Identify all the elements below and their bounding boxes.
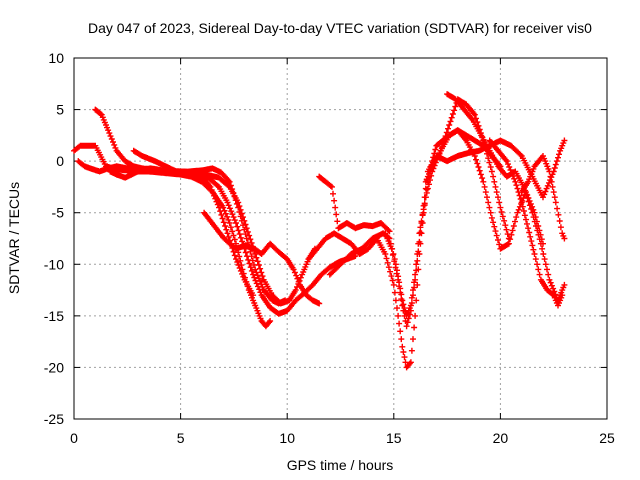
plus-markers bbox=[130, 147, 257, 299]
x-tick-label: 0 bbox=[70, 430, 78, 446]
series-track-12 bbox=[444, 91, 568, 304]
plus-markers bbox=[382, 137, 568, 330]
plus-markers bbox=[486, 137, 566, 309]
x-tick-label: 10 bbox=[279, 430, 295, 446]
series-track-10 bbox=[382, 137, 568, 330]
series-track-7 bbox=[316, 173, 393, 235]
data-marks bbox=[71, 91, 568, 371]
series-track-14 bbox=[518, 153, 568, 242]
y-tick-label: 0 bbox=[56, 153, 64, 169]
y-tick-label: -15 bbox=[44, 308, 64, 324]
y-tick-label: -20 bbox=[44, 359, 64, 375]
plus-markers bbox=[444, 91, 568, 304]
axis-ticks bbox=[73, 57, 608, 420]
y-tick-label: -5 bbox=[52, 205, 65, 221]
plus-markers bbox=[422, 127, 546, 252]
chart-title: Day 047 of 2023, Sidereal Day-to-day VTE… bbox=[88, 20, 592, 36]
y-tick-label: 5 bbox=[56, 102, 64, 118]
series-track-5 bbox=[130, 147, 257, 299]
series-track-11 bbox=[422, 127, 546, 252]
y-tick-label: -10 bbox=[44, 256, 64, 272]
plus-markers bbox=[316, 173, 393, 235]
x-tick-label: 20 bbox=[493, 430, 509, 446]
plus-markers bbox=[75, 158, 359, 317]
plus-markers bbox=[518, 153, 568, 242]
x-tick-label: 5 bbox=[177, 430, 185, 446]
plot-frame bbox=[73, 57, 608, 420]
series-track-13 bbox=[486, 137, 566, 309]
x-tick-label: 15 bbox=[386, 430, 402, 446]
series-track-2 bbox=[75, 158, 359, 317]
plus-markers bbox=[92, 106, 318, 307]
plus-markers bbox=[107, 165, 289, 307]
series-track-4 bbox=[107, 165, 289, 307]
series-track-3 bbox=[92, 106, 318, 307]
plus-markers bbox=[201, 209, 323, 307]
series-track-6 bbox=[201, 209, 323, 307]
x-tick-labels: 0 5 10 15 20 25 bbox=[70, 430, 615, 446]
y-tick-labels: -25 -20 -15 -10 -5 0 5 10 bbox=[44, 50, 64, 427]
plus-markers bbox=[305, 127, 504, 371]
y-tick-label: -25 bbox=[44, 411, 64, 427]
series-track-8 bbox=[305, 127, 504, 371]
x-axis-label: GPS time / hours bbox=[287, 457, 394, 473]
y-tick-label: 10 bbox=[48, 50, 64, 66]
x-tick-label: 25 bbox=[599, 430, 615, 446]
y-axis-label: SDTVAR / TECUs bbox=[6, 182, 22, 294]
